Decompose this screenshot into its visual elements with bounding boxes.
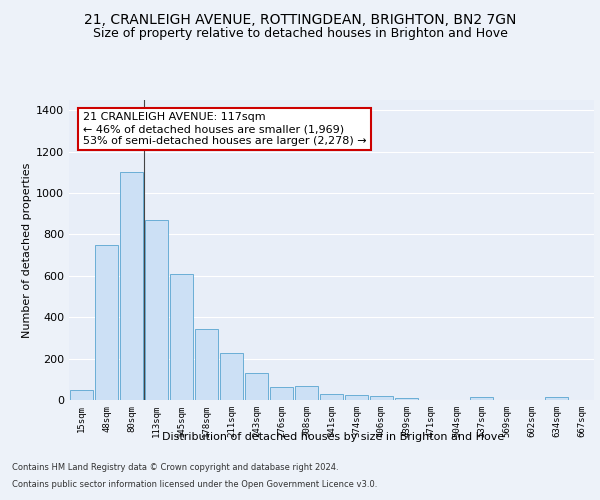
- Bar: [119, 172, 143, 400]
- Bar: [145, 220, 169, 400]
- Text: 21 CRANLEIGH AVENUE: 117sqm
← 46% of detached houses are smaller (1,969)
53% of : 21 CRANLEIGH AVENUE: 117sqm ← 46% of det…: [83, 112, 367, 146]
- Y-axis label: Number of detached properties: Number of detached properties: [22, 162, 32, 338]
- Text: Distribution of detached houses by size in Brighton and Hove: Distribution of detached houses by size …: [162, 432, 504, 442]
- Bar: [470, 398, 493, 400]
- Bar: [95, 245, 118, 400]
- Text: Contains public sector information licensed under the Open Government Licence v3: Contains public sector information licen…: [12, 480, 377, 489]
- Bar: [395, 398, 418, 400]
- Bar: [245, 373, 268, 400]
- Text: Contains HM Land Registry data © Crown copyright and database right 2024.: Contains HM Land Registry data © Crown c…: [12, 464, 338, 472]
- Bar: [170, 274, 193, 400]
- Bar: [545, 398, 568, 400]
- Bar: [220, 354, 244, 400]
- Bar: [320, 394, 343, 400]
- Bar: [344, 395, 368, 400]
- Bar: [370, 396, 394, 400]
- Bar: [194, 328, 218, 400]
- Bar: [70, 390, 94, 400]
- Bar: [269, 387, 293, 400]
- Text: Size of property relative to detached houses in Brighton and Hove: Size of property relative to detached ho…: [92, 28, 508, 40]
- Text: 21, CRANLEIGH AVENUE, ROTTINGDEAN, BRIGHTON, BN2 7GN: 21, CRANLEIGH AVENUE, ROTTINGDEAN, BRIGH…: [84, 12, 516, 26]
- Bar: [295, 386, 319, 400]
